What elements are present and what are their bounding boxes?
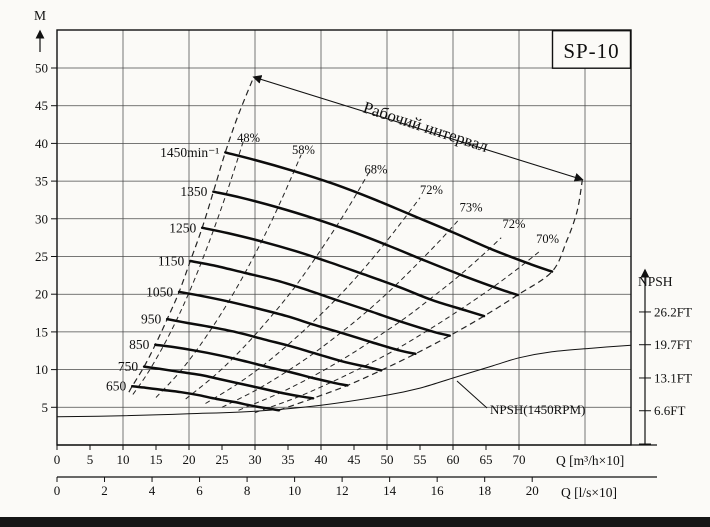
head-axis-label: M: [34, 8, 46, 23]
flow-ls-tick-label: 6: [196, 483, 203, 498]
chart-title-box: [551, 30, 632, 69]
flow-m3h-tick-label: 20: [183, 452, 196, 467]
efficiency-curve-68: [185, 171, 370, 400]
efficiency-curve-label: 58%: [292, 143, 315, 157]
rpm-curve-label: 1050: [146, 284, 173, 299]
efficiency-curve-label: 72%: [503, 217, 526, 231]
efficiency-curve-label: 68%: [365, 163, 388, 177]
flow-ls-tick-label: 14: [383, 483, 397, 498]
npsh-axis-tick-label: 13.1FT: [654, 370, 692, 385]
flow-ls-tick-label: 2: [101, 483, 108, 498]
rpm-curve-1250: [200, 226, 486, 318]
head-axis-tick-label: 45: [35, 98, 48, 113]
flow-m3h-tick-label: 5: [87, 452, 94, 467]
flow-ls-tick-label: 20: [526, 483, 539, 498]
flow-m3h-tick-label: 15: [150, 452, 163, 467]
flow-m3h-tick-label: 0: [54, 452, 61, 467]
rpm-curve-label: 1450min⁻¹: [160, 145, 219, 160]
flow-ls-tick-label: 4: [149, 483, 156, 498]
npsh-curve-leader-line: [456, 380, 488, 409]
flow-axis-m3h-label: Q [m³/h×10]: [556, 453, 624, 468]
rpm-curve-950: [165, 317, 383, 372]
head-axis-tick-label: 25: [35, 249, 48, 264]
rpm-curve-label: 850: [129, 337, 150, 352]
npsh-axis-label: NPSH: [638, 274, 673, 289]
efficiency-curve-73: [221, 218, 460, 408]
rpm-curve-650: [130, 384, 281, 412]
flow-ls-tick-label: 12: [336, 483, 349, 498]
flow-m3h-tick-label: 35: [282, 452, 295, 467]
flow-ls-tick-label: 0: [54, 483, 61, 498]
flow-axis-ls-label: Q [l/s×10]: [561, 485, 617, 500]
flow-m3h-tick-label: 50: [381, 452, 394, 467]
flow-m3h-tick-label: 60: [447, 452, 460, 467]
flow-m3h-tick-label: 40: [315, 452, 328, 467]
chart-title: SP-10: [563, 39, 619, 63]
npsh-axis-tick-label: 19.7FT: [654, 337, 692, 352]
head-axis-tick-label: 10: [35, 362, 48, 377]
working-interval-right-boundary: [278, 179, 583, 411]
efficiency-curve-58: [155, 154, 302, 398]
rpm-curve-750: [142, 365, 315, 400]
flow-m3h-tick-label: 10: [117, 452, 130, 467]
rpm-curve-1450: [224, 151, 554, 273]
flow-ls-tick-label: 18: [478, 483, 491, 498]
rpm-curve-850: [154, 343, 349, 387]
efficiency-curve-70: [254, 251, 540, 414]
head-axis-tick-label: 5: [42, 400, 49, 415]
head-axis-tick-label: 15: [35, 324, 48, 339]
npsh-axis-tick-label: 26.2FT: [654, 304, 692, 319]
efficiency-curve-48: [132, 139, 245, 395]
npsh-axis-tick-label: 6.6FT: [654, 403, 685, 418]
flow-ls-tick-label: 16: [431, 483, 445, 498]
npsh-curve-label: NPSH(1450RPM): [490, 402, 585, 417]
flow-m3h-tick-label: 55: [414, 452, 427, 467]
efficiency-curve-label: 70%: [536, 232, 559, 246]
rpm-curve-1050: [177, 290, 417, 356]
working-interval-label: Рабочий интервал: [361, 98, 491, 157]
rpm-curve-label: 1350: [180, 184, 207, 199]
flow-m3h-tick-label: 25: [216, 452, 229, 467]
bottom-bar: [0, 517, 710, 527]
efficiency-curve-label: 48%: [237, 131, 260, 145]
flow-m3h-tick-label: 65: [480, 452, 493, 467]
efficiency-curve-label: 72%: [420, 183, 443, 197]
rpm-curve-label: 1250: [169, 220, 196, 235]
flow-ls-tick-label: 8: [244, 483, 251, 498]
head-axis-tick-label: 50: [35, 61, 48, 76]
rpm-curve-label: 650: [106, 379, 127, 394]
rpm-curve-label: 750: [118, 359, 139, 374]
flow-m3h-tick-label: 45: [348, 452, 361, 467]
head-axis-tick-label: 30: [35, 211, 48, 226]
flow-ls-tick-label: 10: [288, 483, 301, 498]
working-interval-left-boundary: [128, 76, 255, 393]
rpm-curve-1350: [212, 190, 519, 297]
head-axis-tick-label: 40: [35, 136, 48, 151]
rpm-curve-label: 950: [141, 312, 162, 327]
npsh-curve: [56, 344, 632, 418]
head-axis-tick-label: 20: [35, 287, 48, 302]
working-interval-arrow: [252, 75, 584, 182]
rpm-curve-label: 1150: [158, 254, 185, 269]
head-axis-tick-label: 35: [35, 174, 48, 189]
efficiency-curve-72: [238, 237, 502, 411]
chart-static-labels: SP-10 M NPSH Q [m³/h×10] Q [l/s×10] Рабо…: [34, 8, 673, 500]
efficiency-curve-label: 73%: [460, 200, 483, 214]
flow-m3h-tick-label: 30: [249, 452, 262, 467]
efficiency-curve-72: [205, 197, 421, 404]
rpm-curve-1150: [189, 259, 451, 337]
flow-m3h-tick-label: 70: [513, 452, 526, 467]
